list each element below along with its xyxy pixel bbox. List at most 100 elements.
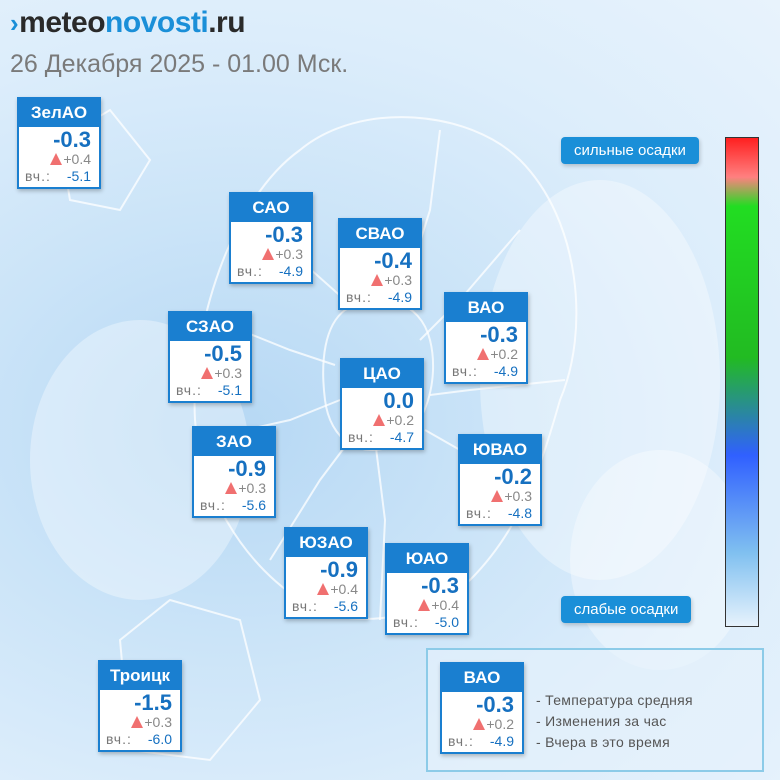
rise-triangle-icon: [477, 348, 490, 360]
yesterday-label: вч.:: [348, 429, 374, 445]
precipitation-color-scale: [725, 137, 759, 627]
hourly-change: +0.4: [286, 581, 366, 598]
hourly-change: +0.2: [342, 412, 422, 429]
district-name: ЮЗАО: [286, 529, 366, 557]
temperature-value: -1.5: [134, 690, 172, 715]
yesterday-label: вч.:: [106, 731, 132, 747]
hourly-change: +0.4: [19, 151, 99, 168]
yesterday-value: -5.6: [241, 497, 266, 513]
change-value: +0.4: [431, 597, 459, 613]
yesterday-row: вч.: -5.1: [170, 382, 250, 401]
hourly-change: +0.3: [231, 246, 311, 263]
change-value: +0.3: [384, 272, 412, 288]
temperature-value: -0.9: [320, 557, 358, 582]
yesterday-row: вч.: -4.9: [446, 363, 526, 382]
district-card-yuao[interactable]: ЮАО -0.3 +0.4 вч.: -5.0: [385, 543, 469, 635]
district-card-yuvao[interactable]: ЮВАО -0.2 +0.3 вч.: -4.8: [458, 434, 542, 526]
site-logo[interactable]: ›meteonovosti.ru: [10, 6, 246, 40]
temperature-value: -0.3: [476, 692, 514, 717]
yesterday-row: вч.: -5.6: [194, 497, 274, 516]
district-name: ЦАО: [342, 360, 422, 388]
temperature-value: -0.5: [204, 341, 242, 366]
yesterday-label: вч.:: [200, 497, 226, 513]
change-value: +0.3: [214, 365, 242, 381]
yesterday-label: вч.:: [466, 505, 492, 521]
yesterday-label: вч.:: [25, 168, 51, 184]
hourly-change: +0.2: [442, 716, 522, 733]
yesterday-label: вч.:: [393, 614, 419, 630]
hourly-change: +0.2: [446, 346, 526, 363]
yesterday-label: вч.:: [176, 382, 202, 398]
yesterday-label: вч.:: [237, 263, 263, 279]
district-card-svao[interactable]: СВАО -0.4 +0.3 вч.: -4.9: [338, 218, 422, 310]
logo-suffix: novosti: [105, 6, 209, 39]
yesterday-row: вч.: -4.8: [460, 505, 540, 524]
district-card-szao[interactable]: СЗАО -0.5 +0.3 вч.: -5.1: [168, 311, 252, 403]
district-name: ЮАО: [387, 545, 467, 573]
legend-item-temperature: - Температура средняя: [536, 692, 693, 708]
yesterday-value: -4.7: [389, 429, 414, 445]
yesterday-label: вч.:: [346, 289, 372, 305]
yesterday-row: вч.: -4.7: [342, 429, 422, 448]
legend-item-yesterday: - Вчера в это время: [536, 734, 670, 750]
logo-domain: .ru: [208, 6, 246, 39]
legend-descriptions: - Температура средняя - Изменения за час…: [536, 690, 693, 753]
district-name: Троицк: [100, 662, 180, 690]
rise-triangle-icon: [317, 583, 330, 595]
district-card-sao[interactable]: САО -0.3 +0.3 вч.: -4.9: [229, 192, 313, 284]
rise-triangle-icon: [201, 367, 214, 379]
district-card-zelao[interactable]: ЗелАО -0.3 +0.4 вч.: -5.1: [17, 97, 101, 189]
district-name: СЗАО: [170, 313, 250, 341]
change-value: +0.3: [504, 488, 532, 504]
change-value: +0.2: [490, 346, 518, 362]
yesterday-value: -4.9: [489, 733, 514, 749]
district-card-zao[interactable]: ЗАО -0.9 +0.3 вч.: -5.6: [192, 426, 276, 518]
yesterday-value: -6.0: [147, 731, 172, 747]
temperature-value: -0.3: [480, 322, 518, 347]
yesterday-label: вч.:: [452, 363, 478, 379]
change-value: +0.4: [63, 151, 91, 167]
rise-triangle-icon: [50, 153, 63, 165]
hourly-change: +0.3: [194, 480, 274, 497]
rise-triangle-icon: [418, 599, 431, 611]
district-name: САО: [231, 194, 311, 222]
logo-prefix: meteo: [19, 6, 106, 39]
logo-arrow-icon: ›: [10, 8, 19, 38]
yesterday-value: -4.9: [278, 263, 303, 279]
rise-triangle-icon: [371, 274, 384, 286]
rise-triangle-icon: [225, 482, 238, 494]
temperature-value: -0.3: [53, 127, 91, 152]
yesterday-value: -4.9: [493, 363, 518, 379]
hourly-change: +0.3: [100, 714, 180, 731]
yesterday-row: вч.: -5.0: [387, 614, 467, 633]
scale-bottom-label: слабые осадки: [561, 596, 692, 623]
change-value: +0.4: [330, 581, 358, 597]
rise-triangle-icon: [491, 490, 504, 502]
temperature-value: -0.9: [228, 456, 266, 481]
district-card-vao[interactable]: ВАО -0.3 +0.2 вч.: -4.9: [444, 292, 528, 384]
rise-triangle-icon: [131, 716, 144, 728]
yesterday-row: вч.: -4.9: [231, 263, 311, 282]
district-card-troitsk[interactable]: Троицк -1.5 +0.3 вч.: -6.0: [98, 660, 182, 752]
yesterday-row: вч.: -5.1: [19, 168, 99, 187]
district-card-yuzao[interactable]: ЮЗАО -0.9 +0.4 вч.: -5.6: [284, 527, 368, 619]
hourly-change: +0.4: [387, 597, 467, 614]
yesterday-value: -5.1: [66, 168, 91, 184]
rise-triangle-icon: [473, 718, 486, 730]
yesterday-value: -4.9: [387, 289, 412, 305]
temperature-value: -0.3: [421, 573, 459, 598]
district-card-tsao[interactable]: ЦАО 0.0 +0.2 вч.: -4.7: [340, 358, 424, 450]
yesterday-value: -5.1: [217, 382, 242, 398]
yesterday-row: вч.: -4.9: [442, 733, 522, 752]
temperature-value: -0.4: [374, 248, 412, 273]
yesterday-label: вч.:: [448, 733, 474, 749]
change-value: +0.3: [144, 714, 172, 730]
temperature-value: -0.2: [494, 464, 532, 489]
temperature-value: 0.0: [383, 388, 414, 413]
change-value: +0.3: [238, 480, 266, 496]
district-name: ЮВАО: [460, 436, 540, 464]
change-value: +0.2: [386, 412, 414, 428]
change-value: +0.3: [275, 246, 303, 262]
rise-triangle-icon: [262, 248, 275, 260]
